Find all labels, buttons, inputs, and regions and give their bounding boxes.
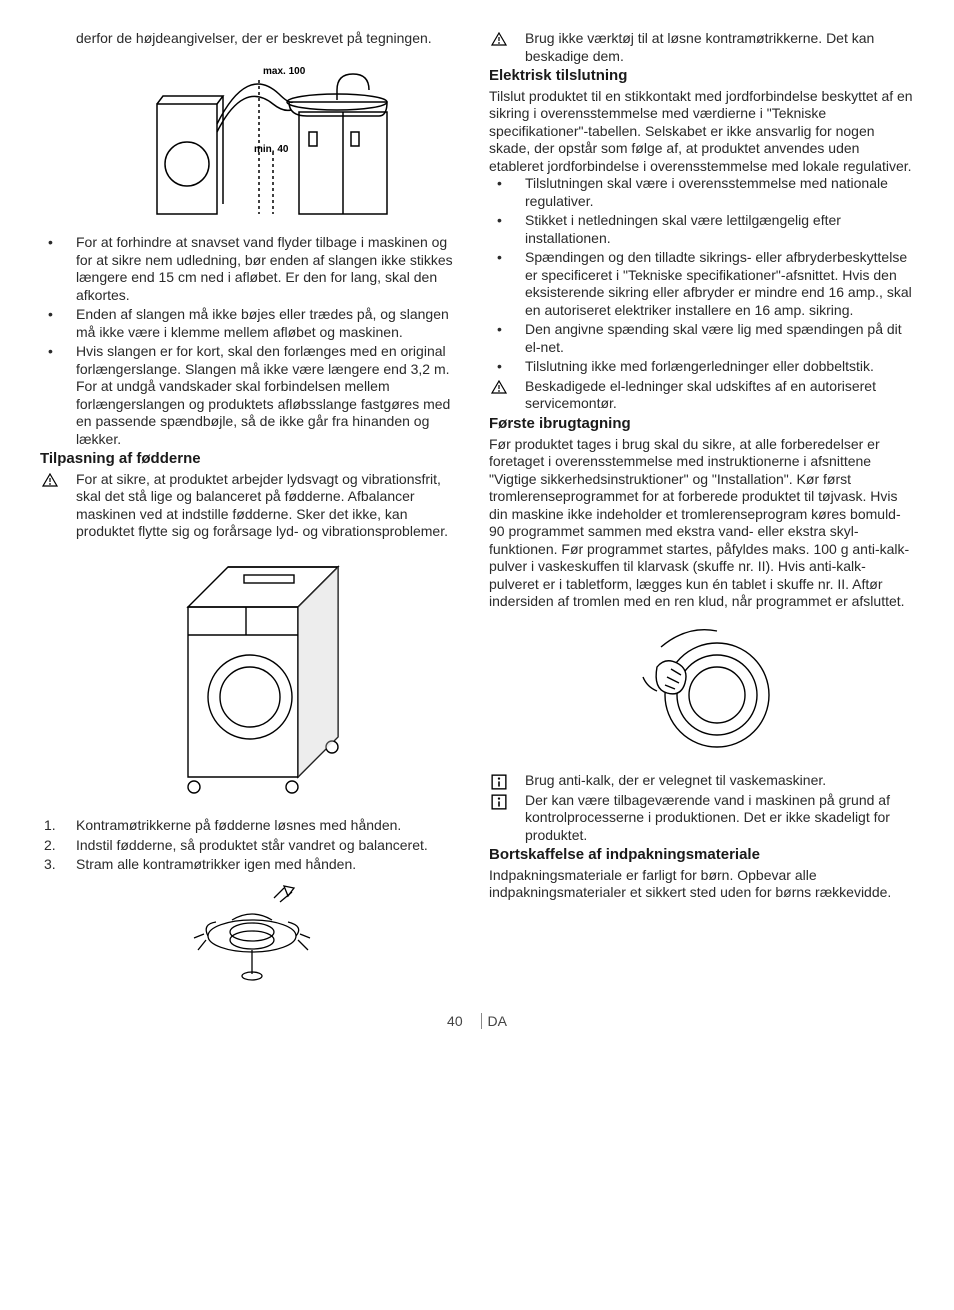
info-antikalk: Brug anti-kalk, der er velegnet til vask…: [489, 772, 914, 790]
page-lang: DA: [488, 1013, 507, 1029]
info-residual-water: Der kan være tilbageværende vand i maski…: [489, 792, 914, 845]
info-icon: [491, 774, 507, 788]
intro-text: derfor de højdeangivelser, der er beskre…: [40, 30, 465, 48]
step-text: Kontramøtrikkerne på fødderne løsnes med…: [76, 817, 465, 835]
warning-icon: [491, 380, 507, 394]
figure-wipe-drum: [489, 617, 914, 767]
bullet-text: For at forhindre at snavset vand flyder …: [76, 234, 465, 304]
bullet-text: Spændingen og den tilladte sikrings- ell…: [525, 249, 914, 319]
bullet-text: Enden af slangen må ikke bøjes eller træ…: [76, 306, 465, 341]
fig-label-min: min. 40: [254, 144, 289, 155]
page-number: 40: [447, 1013, 463, 1029]
para-electrical: Tilslut produktet til en stikkontakt med…: [489, 88, 914, 176]
heading-electrical: Elektrisk tilslutning: [489, 67, 914, 86]
warning-icon: [42, 473, 58, 487]
page-footer: 40 DA: [40, 1013, 914, 1031]
bullets-drain: For at forhindre at snavset vand flyder …: [40, 234, 465, 448]
left-column: derfor de højdeangivelser, der er beskre…: [40, 30, 465, 995]
warning-feet: For at sikre, at produktet arbejder lyds…: [40, 471, 465, 541]
bullets-electrical: Tilslutningen skal være i overensstemmel…: [489, 175, 914, 376]
warning-cables: Beskadigede el-ledninger skal udskiftes …: [489, 378, 914, 413]
warning-icon: [491, 32, 507, 46]
bullet-text: Stikket i netledningen skal være lettilg…: [525, 212, 914, 247]
fig-label-max: max. 100: [263, 66, 306, 77]
heading-first-use: Første ibrugtagning: [489, 415, 914, 434]
bullet-text: Hvis slangen er for kort, skal den forlæ…: [76, 343, 465, 448]
bullet-text: Tilslutning ikke med forlængerledninger …: [525, 358, 914, 376]
para-packaging: Indpakningsmateriale er farligt for børn…: [489, 867, 914, 902]
warning-tools: Brug ikke værktøj til at løsne kontramøt…: [489, 30, 914, 65]
step-text: Indstil fødderne, så produktet står vand…: [76, 837, 465, 855]
bullet-text: Den angivne spænding skal være lig med s…: [525, 321, 914, 356]
figure-drain-height: max. 100 min. 40: [40, 54, 465, 229]
bullet-text: Tilslutningen skal være i overensstemmel…: [525, 175, 914, 210]
figure-locknut: [40, 880, 465, 990]
heading-packaging: Bortskaffelse af indpakningsmateriale: [489, 846, 914, 865]
para-first-use: Før produktet tages i brug skal du sikre…: [489, 436, 914, 611]
info-icon: [491, 794, 507, 808]
step-text: Stram alle kontramøtrikker igen med hånd…: [76, 856, 465, 874]
steps-feet: Kontramøtrikkerne på fødderne løsnes med…: [40, 817, 465, 874]
figure-machine-feet: [40, 547, 465, 812]
heading-feet: Tilpasning af fødderne: [40, 450, 465, 469]
right-column: Brug ikke værktøj til at løsne kontramøt…: [489, 30, 914, 995]
